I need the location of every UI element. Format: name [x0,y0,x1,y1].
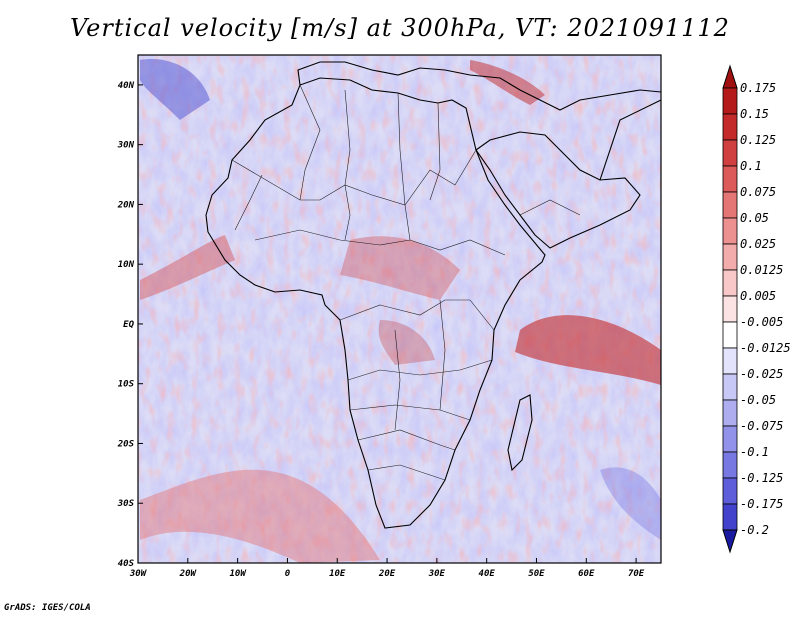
colorbar-label: -0.175 [740,497,783,511]
x-tick-label: 40E [479,569,496,579]
y-tick-label: 20N [117,200,135,210]
x-tick-label: 30E [428,569,446,579]
x-tick-label: 20W [179,569,198,579]
colorbar-label: -0.0125 [740,341,791,355]
colorbar-label: 0.005 [740,289,776,303]
x-tick-label: 50E [528,569,545,579]
x-tick-label: 0 [285,569,291,579]
colorbar-label: -0.05 [740,393,776,407]
colorbar-label: 0.0125 [740,263,783,277]
colorbar-segment [722,191,738,219]
colorbar-label: 0.125 [740,133,776,147]
y-tick-label: 20S [117,439,135,449]
colorbar-segment [722,243,738,271]
colorbar-label: 0.15 [740,107,769,121]
y-tick-label: 40S [118,559,135,569]
plot-frame [137,54,662,564]
colorbar-label: -0.2 [740,523,769,537]
colorbar-segment [722,217,738,245]
colorbar: 0.175 0.15 0.125 0.1 0.075 0.05 0.025 0.0125 0.0… [722,64,791,554]
axis-ticks: 30W 20W 10W 0 10E 20E 30E 40E 50E 60E 70E 40N 30N 20N… [117,81,645,579]
colorbar-segment [722,477,738,505]
colorbar-segment [722,321,738,349]
y-tick-label: 30N [117,141,135,151]
colorbar-segment [722,399,738,427]
colorbar-segment [722,503,738,531]
x-tick-label: 20E [378,569,396,579]
colorbar-label: -0.005 [740,315,783,329]
colorbar-segment [722,87,738,115]
y-tick-label: 10N [118,260,135,270]
country-borders [231,84,581,481]
colorbar-label: 0.025 [740,237,776,251]
map-title: Vertical velocity [m/s] at 300hPa, VT: 2… [70,14,730,42]
colorbar-bottom-arrow [722,529,738,554]
y-tick-label: EQ [123,320,134,330]
x-tick-label: 30W [129,569,148,579]
colorbar-label: -0.025 [740,367,783,381]
credit-label: GrADS: IGES/COLA [4,603,91,613]
colorbar-segment [722,165,738,193]
x-tick-label: 70E [628,569,645,579]
velocity-field [138,55,661,563]
colorbar-segment [722,295,738,323]
x-tick-label: 60E [578,569,595,579]
y-tick-label: 40N [118,81,135,91]
colorbar-label: -0.125 [740,471,783,485]
colorbar-label: 0.05 [740,211,769,225]
colorbar-segment [722,373,738,401]
x-tick-label: 10E [329,569,346,579]
colorbar-segment [722,139,738,167]
colorbar-segment [722,425,738,453]
y-tick-label: 10S [118,380,135,390]
colorbar-segment [722,269,738,297]
colorbar-label: -0.075 [740,419,783,433]
colorbar-segment [722,347,738,375]
colorbar-top-arrow [722,64,738,89]
y-tick-label: 30S [117,499,135,509]
colorbar-segment [722,451,738,479]
colorbar-label: 0.1 [740,159,762,173]
colorbar-label: 0.075 [740,185,776,199]
colorbar-label: -0.1 [740,445,769,459]
colorbar-segment [722,113,738,141]
x-tick-label: 10W [229,569,247,579]
colorbar-label: 0.175 [740,81,776,95]
